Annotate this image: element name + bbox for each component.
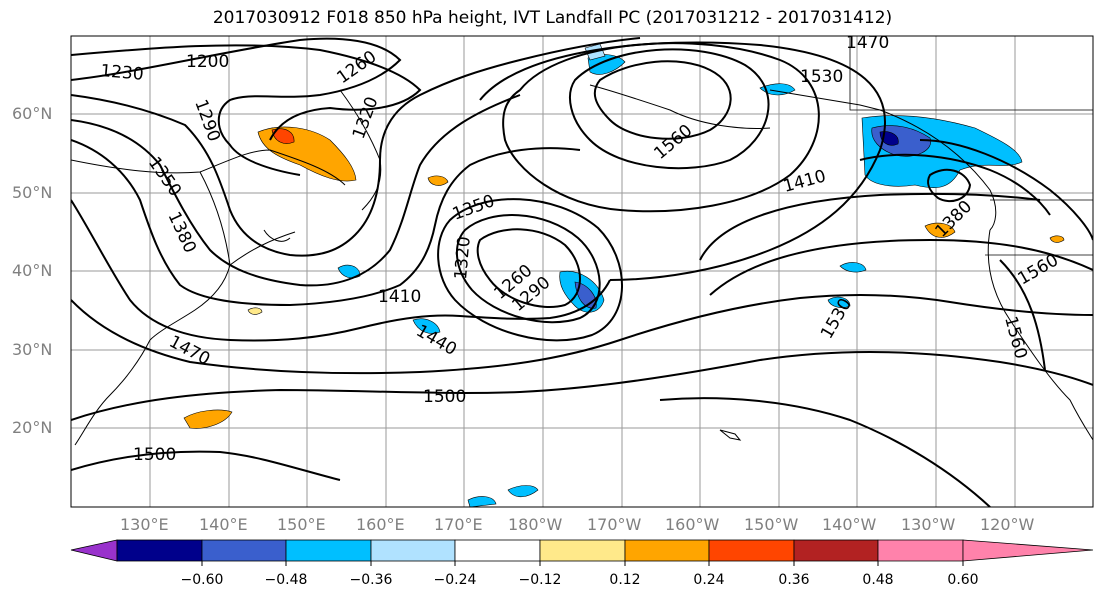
contour-label: 1530: [817, 295, 856, 342]
colorbar-tick-label: −0.36: [349, 572, 393, 588]
lon-label: 120°W: [980, 515, 1035, 534]
colorbar-tick-label: −0.48: [264, 572, 308, 588]
lon-label: 160°W: [665, 515, 720, 534]
contour-label: 1500: [133, 445, 176, 465]
colorbar-tick-label: −0.24: [433, 572, 477, 588]
contour-label: 1200: [186, 52, 229, 72]
height-contours: [71, 37, 1093, 507]
colorbar-tick-label: −0.60: [180, 572, 224, 588]
contour-label: 1530: [800, 67, 843, 87]
ivt-negative-shading: [337, 43, 1023, 507]
colorbar-bin: [201, 539, 287, 562]
lon-label: 140°W: [822, 515, 877, 534]
lon-label: 140°E: [199, 515, 248, 534]
colorbar-tick-label: 0.12: [609, 572, 641, 588]
ivt-positive-shading: [183, 126, 1065, 429]
contour-label: 1560: [650, 121, 696, 164]
contour-label: 1260: [333, 47, 380, 88]
contour-label: 1410: [781, 166, 828, 197]
colorbar-extend-high: [962, 539, 1094, 562]
colorbar-tick-label: 0.60: [947, 572, 979, 588]
colorbar-bin: [285, 539, 372, 562]
contour-label: 1380: [163, 209, 199, 257]
contour-label: 1320: [349, 94, 383, 141]
contour-label: 1410: [378, 287, 421, 307]
lon-label: 180°W: [508, 515, 563, 534]
colorbar-tick-label: 0.48: [862, 572, 894, 588]
lon-label: 130°W: [901, 515, 956, 534]
lon-label: 130°E: [120, 515, 169, 534]
contour-label: 1320: [451, 236, 475, 281]
colorbar-tick-label: 0.36: [778, 572, 810, 588]
lat-label: 50°N: [12, 183, 53, 202]
lon-label: 150°W: [744, 515, 799, 534]
colorbar-bin: [708, 539, 795, 562]
map-title: 2017030912 F018 850 hPa height, IVT Land…: [212, 8, 893, 28]
colorbar-tick-label: 0.24: [693, 572, 725, 588]
lon-label: 170°W: [587, 515, 642, 534]
lon-label: 160°E: [356, 515, 405, 534]
contour-label: 1500: [423, 387, 466, 407]
colorbar-bin: [539, 539, 626, 562]
lon-label: 150°E: [277, 515, 326, 534]
lat-label: 60°N: [12, 104, 53, 123]
contour-label: 1560: [1015, 250, 1062, 289]
colorbar-extend-low: [70, 539, 118, 562]
lat-label: 40°N: [12, 261, 53, 280]
colorbar-bin: [624, 539, 710, 562]
contour-label: 1230: [100, 61, 145, 85]
colorbar: [70, 539, 1094, 562]
colorbar-tick-label: −0.12: [518, 572, 562, 588]
colorbar-tick-marks: [201, 561, 964, 566]
contour-label: 1560: [1000, 314, 1031, 361]
colorbar-bin: [793, 539, 879, 562]
gridlines: [71, 36, 1093, 507]
contour-label: 1380: [931, 197, 976, 242]
colorbar-bin: [454, 539, 541, 562]
colorbar-bin: [370, 539, 456, 562]
contour-label: 1350: [450, 191, 497, 225]
lon-label: 170°E: [434, 515, 483, 534]
lat-label: 20°N: [12, 418, 53, 437]
map-frame: [70, 35, 1094, 508]
contour-label: 1470: [846, 33, 889, 53]
colorbar-bin: [877, 539, 964, 562]
borders: [849, 36, 1093, 256]
colorbar-bin: [116, 539, 203, 562]
lat-label: 30°N: [12, 340, 53, 359]
